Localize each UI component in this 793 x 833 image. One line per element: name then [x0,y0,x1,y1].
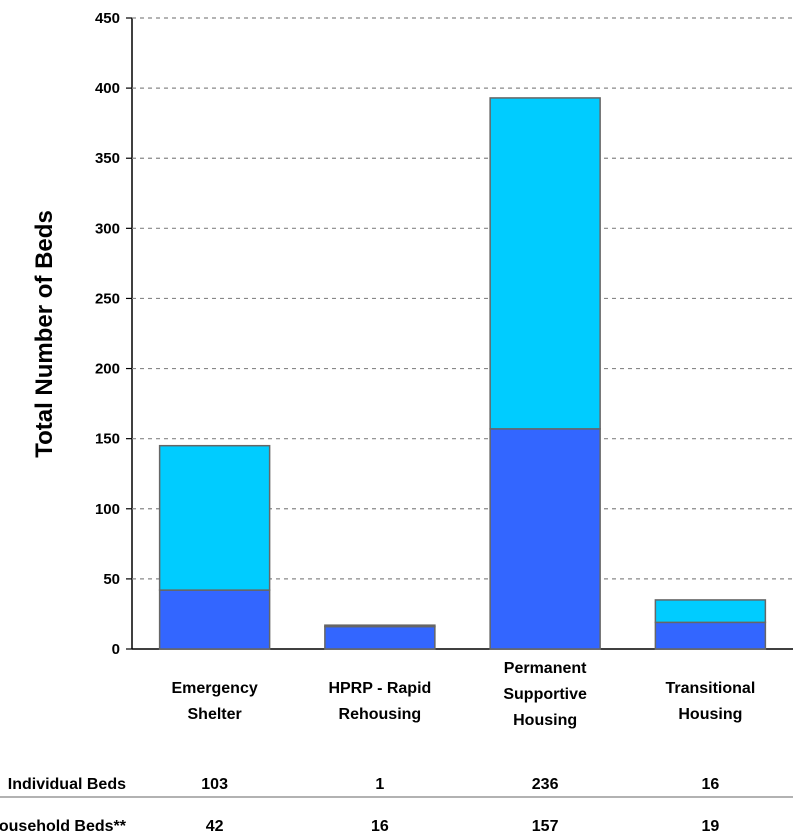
table-cell: 16 [371,818,389,833]
y-tick-label: 300 [95,220,120,237]
y-tick-label: 0 [112,641,120,658]
y-tick-labels: 0 50 100 150 200 250 300 350 400 450 [95,10,120,658]
category-label: Housing [513,712,577,729]
category-label: Housing [678,706,742,723]
table-row-label: Household Beds** [0,818,127,833]
y-tick-label: 450 [95,10,120,27]
bar-segment [654,621,767,650]
bars [158,97,767,650]
bar-segment [489,428,601,650]
category-label: Emergency [171,680,257,697]
bar-segment [158,444,271,591]
y-tick-label: 150 [95,431,120,448]
category-label: Permanent [504,660,587,677]
y-tick-label: 400 [95,80,120,97]
table-cell: 236 [532,776,559,793]
y-tick-label: 100 [95,501,120,518]
bar-segment [324,625,436,650]
y-tick-label: 50 [103,571,120,588]
category-label: Transitional [665,680,755,697]
gridlines [126,17,793,650]
y-tick-label: 200 [95,361,120,378]
category-label: Rehousing [339,706,422,723]
table-cell: 103 [201,776,228,793]
category-label: Shelter [188,706,242,723]
bar-segment [489,97,601,430]
bar-segment [324,624,436,628]
y-tick-label: 250 [95,290,120,307]
table-cell: 19 [701,818,719,833]
bar-segment [158,589,271,650]
category-labels: Emergency Shelter HPRP - Rapid Rehousing Per… [171,660,755,729]
table-cell: 1 [375,776,384,793]
data-table: Individual Beds 103 1 236 16 Household Beds**… [0,776,719,833]
table-row-label: Individual Beds [8,776,126,793]
table-cell: 16 [701,776,719,793]
bar-segment [654,599,767,624]
table-cell: 157 [532,818,559,833]
table-cell: 42 [206,818,224,833]
y-tick-label: 350 [95,150,120,167]
category-label: Supportive [503,686,587,703]
category-label: HPRP - Rapid [328,680,431,697]
y-axis-label: Total Number of Beds [31,210,58,458]
